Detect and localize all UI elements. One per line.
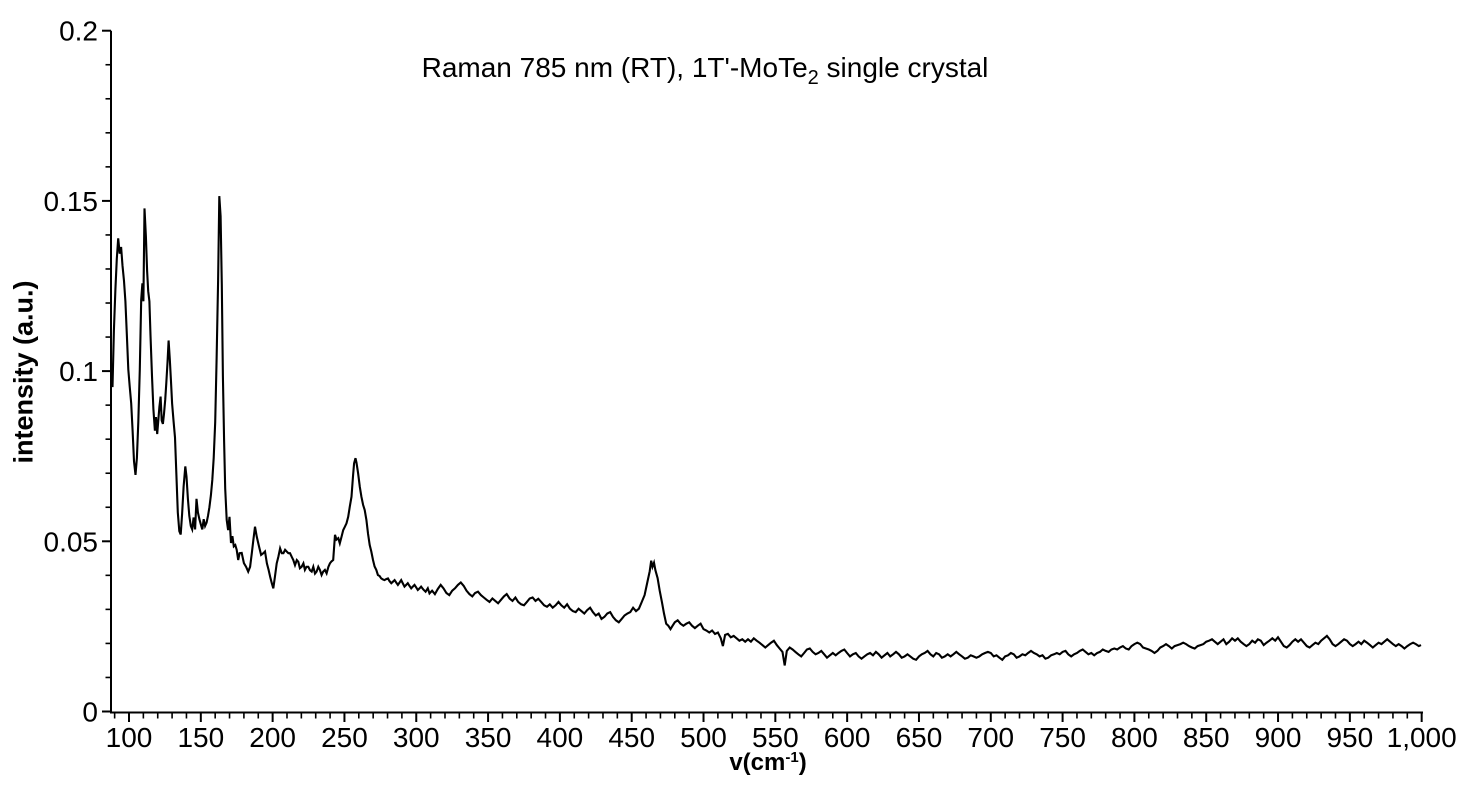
x-tick-label: 600	[824, 722, 871, 753]
x-tick-label: 650	[896, 722, 943, 753]
x-tick-label: 450	[608, 722, 655, 753]
x-tick-label: 550	[752, 722, 799, 753]
x-tick-label: 150	[177, 722, 224, 753]
x-tick-label: 400	[537, 722, 584, 753]
x-tick-label: 750	[1039, 722, 1086, 753]
x-tick-label: 950	[1326, 722, 1373, 753]
chart-title: Raman 785 nm (RT), 1T'-MoTe2 single crys…	[0, 52, 1410, 90]
x-tick-label: 300	[393, 722, 440, 753]
raman-spectrum-line	[111, 196, 1422, 666]
x-axis-title-prefix: v(cm	[729, 749, 786, 776]
x-tick-label: 900	[1255, 722, 1302, 753]
y-tick-label: 0.1	[59, 356, 98, 387]
chart-title-subscript: 2	[807, 67, 819, 89]
x-tick-label: 700	[967, 722, 1014, 753]
x-axis-title-superscript: -1	[785, 749, 799, 766]
x-tick-label: 100	[106, 722, 153, 753]
x-tick-label: 1,000	[1387, 722, 1457, 753]
x-tick-label: 350	[465, 722, 512, 753]
y-axis-title: intensity (a.u.)	[8, 280, 39, 464]
y-tick-label: 0.2	[59, 16, 98, 47]
x-tick-label: 850	[1183, 722, 1230, 753]
y-tick-label: 0	[82, 697, 98, 728]
x-tick-label: 500	[680, 722, 727, 753]
x-tick-label: 200	[249, 722, 296, 753]
chart-title-prefix: Raman 785 nm (RT), 1T'-MoTe	[421, 52, 808, 83]
x-axis-title: v(cm-1)	[729, 749, 806, 777]
x-tick-label: 250	[321, 722, 368, 753]
x-tick-label: 800	[1111, 722, 1158, 753]
y-tick-label: 0.15	[44, 186, 99, 217]
x-axis-title-suffix: )	[798, 749, 807, 776]
y-tick-label: 0.05	[44, 526, 99, 557]
chart-title-suffix: single crystal	[818, 52, 989, 83]
